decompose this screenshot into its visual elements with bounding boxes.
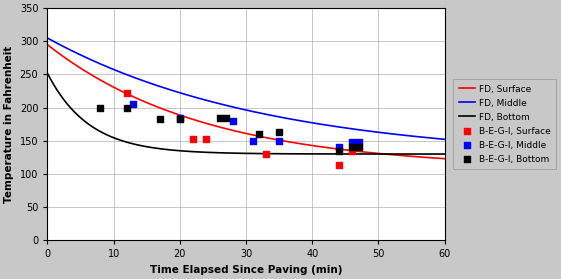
FD, Bottom bbox=[317, 152, 324, 156]
FD, Middle bbox=[361, 129, 367, 132]
FD, Middle bbox=[442, 138, 448, 141]
B-E-G-I, Surface bbox=[188, 137, 197, 142]
B-E-G-I, Bottom bbox=[334, 148, 343, 153]
Legend: FD, Surface, FD, Middle, FD, Bottom, B-E-G-I, Surface, B-E-G-I, Middle, B-E-G-I,: FD, Surface, FD, Middle, FD, Bottom, B-E… bbox=[453, 80, 557, 169]
FD, Middle bbox=[317, 122, 324, 126]
B-E-G-I, Middle bbox=[334, 145, 343, 150]
FD, Surface bbox=[205, 122, 211, 126]
B-E-G-I, Bottom bbox=[354, 145, 363, 150]
FD, Bottom bbox=[44, 71, 50, 75]
B-E-G-I, Bottom bbox=[347, 145, 356, 150]
X-axis label: Time Elapsed Since Paving (min): Time Elapsed Since Paving (min) bbox=[150, 265, 342, 275]
FD, Surface bbox=[442, 157, 448, 160]
B-E-G-I, Middle bbox=[228, 119, 237, 123]
B-E-G-I, Bottom bbox=[215, 115, 224, 120]
Line: FD, Middle: FD, Middle bbox=[47, 38, 445, 139]
B-E-G-I, Bottom bbox=[275, 130, 284, 134]
FD, Middle bbox=[354, 128, 361, 131]
B-E-G-I, Surface bbox=[261, 152, 270, 156]
FD, Bottom bbox=[219, 151, 226, 155]
B-E-G-I, Middle bbox=[175, 115, 184, 120]
FD, Surface bbox=[44, 43, 50, 46]
B-E-G-I, Bottom bbox=[222, 115, 231, 120]
Line: FD, Surface: FD, Surface bbox=[47, 45, 445, 159]
B-E-G-I, Surface bbox=[347, 148, 356, 153]
B-E-G-I, Surface bbox=[202, 137, 211, 142]
B-E-G-I, Middle bbox=[275, 139, 284, 143]
B-E-G-I, Bottom bbox=[255, 132, 264, 136]
FD, Bottom bbox=[205, 151, 211, 154]
Line: FD, Bottom: FD, Bottom bbox=[47, 73, 445, 154]
B-E-G-I, Bottom bbox=[122, 105, 131, 110]
FD, Bottom bbox=[354, 152, 361, 156]
FD, Surface bbox=[219, 126, 226, 129]
FD, Surface bbox=[354, 150, 361, 153]
FD, Bottom bbox=[361, 152, 367, 156]
B-E-G-I, Middle bbox=[248, 139, 257, 143]
FD, Bottom bbox=[85, 122, 91, 125]
FD, Surface bbox=[361, 150, 367, 154]
B-E-G-I, Bottom bbox=[96, 105, 105, 110]
FD, Surface bbox=[85, 71, 91, 74]
B-E-G-I, Surface bbox=[334, 163, 343, 168]
FD, Surface bbox=[317, 145, 324, 148]
FD, Middle bbox=[219, 103, 226, 106]
B-E-G-I, Bottom bbox=[175, 117, 184, 121]
B-E-G-I, Middle bbox=[354, 140, 363, 144]
B-E-G-I, Surface bbox=[122, 91, 131, 95]
Y-axis label: Temperature in Fahrenheit: Temperature in Fahrenheit bbox=[4, 45, 14, 203]
FD, Middle bbox=[205, 99, 211, 102]
FD, Middle bbox=[85, 57, 91, 60]
FD, Middle bbox=[44, 36, 50, 40]
B-E-G-I, Middle bbox=[347, 140, 356, 144]
FD, Bottom bbox=[442, 152, 448, 156]
B-E-G-I, Middle bbox=[129, 102, 138, 107]
B-E-G-I, Bottom bbox=[155, 117, 164, 121]
